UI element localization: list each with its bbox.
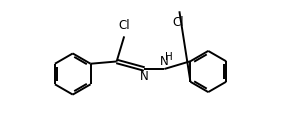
Text: Cl: Cl [118, 19, 130, 32]
Text: Cl: Cl [172, 16, 184, 29]
Text: H: H [165, 52, 172, 62]
Text: N: N [160, 55, 169, 68]
Text: N: N [140, 70, 149, 83]
